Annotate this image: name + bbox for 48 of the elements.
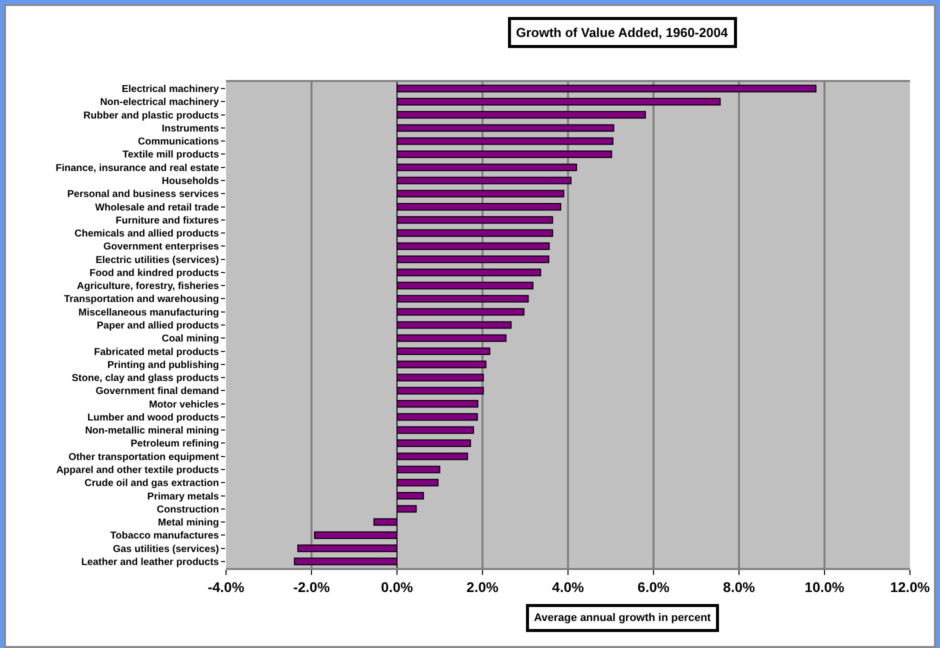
- x-tick-label: 8.0%: [723, 578, 756, 595]
- y-tick-label: Metal mining: [158, 518, 219, 529]
- y-tick-label: Stone, clay and glass products: [72, 373, 220, 384]
- y-tick-label: Construction: [156, 504, 219, 516]
- y-tick-label: Food and kindred products: [90, 268, 220, 279]
- y-tick-label: Transportation and warehousing: [64, 294, 219, 306]
- y-tick-label: Crude oil and gas extraction: [84, 478, 219, 490]
- y-tick-label: Government enterprises: [103, 242, 220, 253]
- y-tick-label: Paper and allied products: [96, 320, 220, 332]
- y-tick-label: Apparel and other textile products: [56, 464, 220, 476]
- y-tick-label: Gas utilities (services): [112, 544, 219, 555]
- y-tick-label: Furniture and fixtures: [116, 215, 220, 226]
- x-tick-label: 4.0%: [552, 578, 584, 595]
- y-tick-label: Non-electrical machinery: [100, 97, 220, 108]
- y-tick-label: Petroleum refining: [130, 438, 219, 450]
- y-tick-label: Motor vehicles: [148, 399, 220, 410]
- y-tick-label: Finance, insurance and real estate: [56, 162, 220, 174]
- x-tick-label: 10.0%: [804, 578, 845, 595]
- y-tick-label: Non-metallic mineral mining: [85, 426, 219, 437]
- y-tick-label: Households: [162, 176, 220, 188]
- y-tick-label: Government final demand: [96, 386, 219, 398]
- x-tick-label: 6.0%: [638, 578, 670, 595]
- x-tick-label: 12.0%: [890, 578, 930, 595]
- y-tick-label: Lumber and wood products: [87, 412, 220, 424]
- y-tick-label: Leather and leather products: [81, 556, 220, 568]
- y-tick-label: Miscellaneous manufacturing: [78, 307, 219, 318]
- y-tick-label: Electric utilities (services): [96, 254, 219, 266]
- y-tick-label: Agriculture, forestry, fisheries: [76, 281, 220, 292]
- y-tick-label: Wholesale and retail trade: [95, 202, 220, 214]
- y-tick-label: Tobacco manufactures: [110, 530, 220, 542]
- x-tick-label: -4.0%: [208, 578, 245, 595]
- y-tick-label: Electrical machinery: [122, 84, 220, 96]
- y-tick-label: Fabricated metal products: [94, 346, 220, 358]
- x-axis-title: Average annual growth in percent: [534, 612, 712, 624]
- y-tick-label: Printing and publishing: [107, 360, 219, 371]
- x-tick-label: 0.0%: [381, 578, 414, 595]
- y-tick-label: Coal mining: [162, 334, 219, 345]
- x-tick-label: 2.0%: [466, 578, 499, 595]
- chart-title: Growth of Value Added, 1960-2004: [516, 25, 729, 40]
- y-tick-label: Other transportation equipment: [68, 452, 220, 463]
- y-tick-label: Personal and business services: [67, 189, 220, 200]
- y-tick-label: Chemicals and allied products: [74, 228, 220, 240]
- y-tick-label: Instruments: [162, 123, 220, 134]
- y-tick-label: Primary metals: [147, 491, 220, 502]
- x-tick-label: -2.0%: [293, 578, 330, 595]
- y-tick-label: Textile mill products: [122, 150, 220, 161]
- y-tick-label: Rubber and plastic products: [83, 110, 220, 122]
- y-tick-label: Communications: [138, 136, 220, 148]
